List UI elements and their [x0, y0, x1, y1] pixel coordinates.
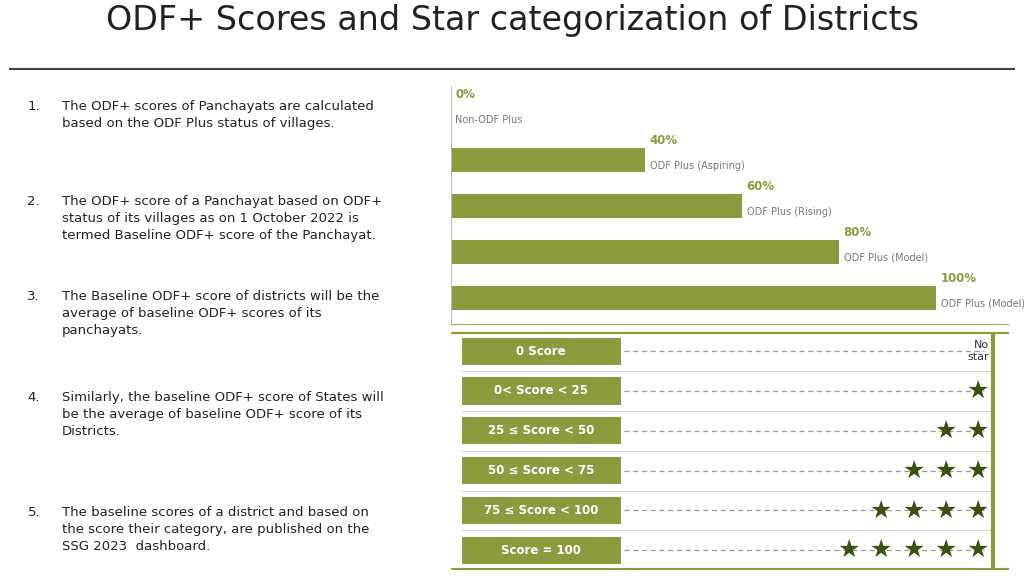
Text: ★: ★: [934, 458, 956, 483]
Text: No
star: No star: [968, 340, 989, 362]
Text: 80%: 80%: [844, 226, 871, 239]
FancyBboxPatch shape: [462, 497, 621, 524]
Text: ★: ★: [967, 498, 989, 522]
Text: 50 ≤ Score < 75: 50 ≤ Score < 75: [488, 464, 595, 477]
Text: ODF Plus (Rising): ODF Plus (Rising): [746, 207, 831, 217]
Text: ★: ★: [838, 539, 860, 562]
Text: The baseline scores of a district and based on
the score their category, are pub: The baseline scores of a district and ba…: [61, 506, 370, 553]
Text: The ODF+ scores of Panchayats are calculated
based on the ODF Plus status of vil: The ODF+ scores of Panchayats are calcul…: [61, 100, 374, 130]
Text: ★: ★: [869, 498, 892, 522]
Text: ODF+ Scores and Star categorization of Districts: ODF+ Scores and Star categorization of D…: [105, 5, 919, 37]
Bar: [451, 194, 741, 218]
Text: 100%: 100%: [941, 272, 977, 285]
FancyBboxPatch shape: [462, 338, 621, 365]
FancyBboxPatch shape: [462, 457, 621, 484]
Text: 75 ≤ Score < 100: 75 ≤ Score < 100: [484, 504, 598, 517]
Text: 3.: 3.: [28, 290, 40, 304]
Text: ★: ★: [934, 539, 956, 562]
FancyBboxPatch shape: [462, 417, 621, 444]
Text: ★: ★: [934, 419, 956, 443]
Text: 5.: 5.: [28, 506, 40, 519]
Text: ODF Plus (Model) verified: ODF Plus (Model) verified: [941, 299, 1024, 309]
Text: Similarly, the baseline ODF+ score of States will
be the average of baseline ODF: Similarly, the baseline ODF+ score of St…: [61, 391, 384, 438]
Text: ★: ★: [934, 498, 956, 522]
FancyBboxPatch shape: [462, 377, 621, 404]
Text: 25 ≤ Score < 50: 25 ≤ Score < 50: [488, 425, 595, 437]
Text: ★: ★: [967, 539, 989, 562]
Text: 2.: 2.: [28, 195, 40, 208]
Text: ★: ★: [902, 498, 925, 522]
Text: 0 Score: 0 Score: [516, 344, 566, 358]
Text: The Baseline ODF+ score of districts will be the
average of baseline ODF+ scores: The Baseline ODF+ score of districts wil…: [61, 290, 379, 338]
Text: 4.: 4.: [28, 391, 40, 404]
Text: Non-ODF Plus: Non-ODF Plus: [456, 115, 523, 125]
Text: Score = 100: Score = 100: [502, 544, 582, 557]
FancyBboxPatch shape: [462, 537, 621, 564]
Text: ODF Plus (Model): ODF Plus (Model): [844, 253, 928, 263]
Text: ★: ★: [869, 539, 892, 562]
Text: ★: ★: [967, 379, 989, 403]
Bar: [451, 240, 839, 264]
Text: 1.: 1.: [28, 100, 40, 113]
Bar: [451, 148, 645, 172]
Text: 0< Score < 25: 0< Score < 25: [495, 384, 588, 397]
Text: The ODF+ score of a Panchayat based on ODF+
status of its villages as on 1 Octob: The ODF+ score of a Panchayat based on O…: [61, 195, 382, 242]
Bar: [451, 286, 936, 310]
Text: 60%: 60%: [746, 180, 775, 193]
Text: ★: ★: [902, 539, 925, 562]
Text: 0%: 0%: [456, 88, 475, 101]
Text: ODF Plus (Aspiring): ODF Plus (Aspiring): [649, 161, 744, 171]
Text: ★: ★: [902, 458, 925, 483]
Text: ★: ★: [967, 458, 989, 483]
Text: 40%: 40%: [649, 134, 678, 147]
Text: ★: ★: [967, 419, 989, 443]
